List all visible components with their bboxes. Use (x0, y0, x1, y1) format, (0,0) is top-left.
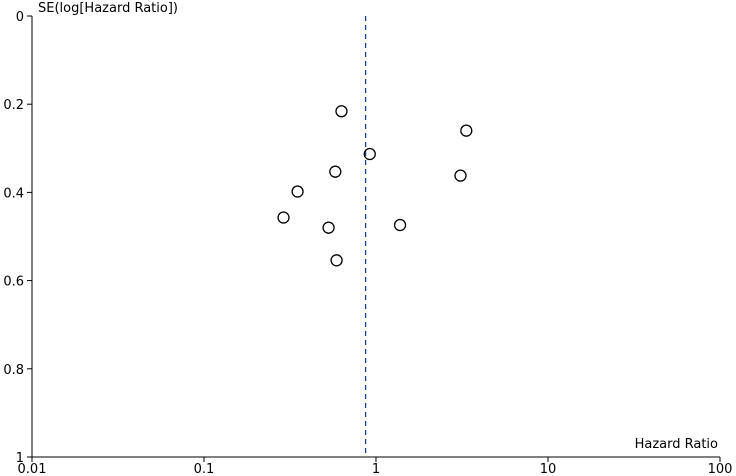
axes: 00.20.40.60.810.01 0.1 1 10 100 (3, 10, 732, 476)
data-point (322, 221, 335, 234)
x-tick-label: 100 (708, 462, 733, 476)
x-axis-label: Hazard Ratio (635, 437, 718, 452)
data-point (330, 254, 343, 267)
x-tick-label: 0.1 (194, 462, 215, 476)
data-point (277, 211, 290, 224)
data-point (363, 147, 376, 161)
x-tick-label: 1 (372, 462, 380, 476)
x-tick-label: 0.01 (18, 462, 47, 476)
data-point (335, 105, 348, 118)
y-axis-label: SE(log[Hazard Ratio]) (38, 1, 178, 16)
data-points (277, 105, 473, 267)
data-point (460, 124, 473, 137)
x-tick-label: 10 (540, 462, 557, 476)
data-point (454, 169, 467, 182)
data-point (393, 218, 407, 232)
y-tick-label: 0.4 (3, 186, 24, 201)
y-tick-label: 0.6 (3, 275, 24, 290)
data-point (329, 165, 342, 178)
y-tick-label: 0.8 (3, 363, 24, 378)
y-tick-label: 1 (16, 451, 24, 466)
y-tick-label: 0 (16, 10, 24, 25)
data-point (291, 185, 304, 198)
y-tick-label: 0.2 (3, 98, 24, 113)
